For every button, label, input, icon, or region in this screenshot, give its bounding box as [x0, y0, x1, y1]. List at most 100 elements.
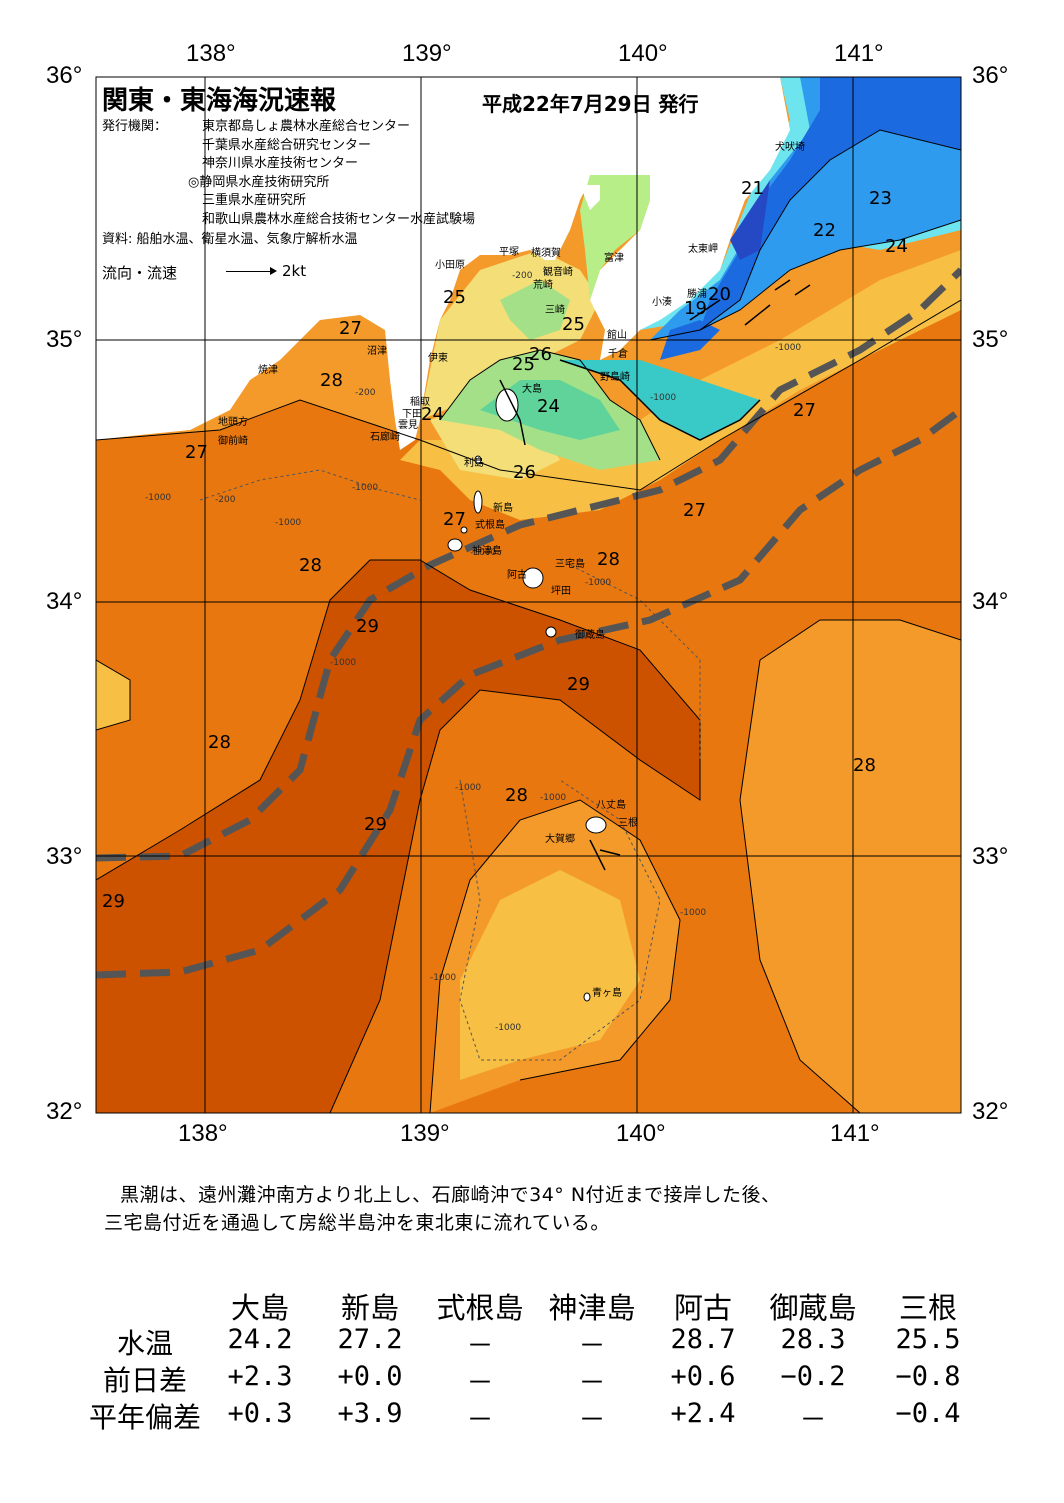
depth-label: -1000 [275, 518, 301, 528]
place-label: 雲見 [398, 419, 418, 431]
isotherm-label: 29 [364, 814, 387, 835]
place-label: 野島崎 [600, 370, 630, 383]
place-label: 太東岬 [688, 242, 718, 255]
place-label: 観音崎 [543, 265, 573, 278]
lat-label-left: 34° [46, 588, 83, 615]
depth-label: -200 [512, 271, 533, 281]
lon-label-bottom: 140° [616, 1120, 666, 1147]
place-label: 石廊崎 [370, 430, 400, 443]
table-cell: － [466, 1368, 494, 1399]
depth-label: -200 [215, 495, 236, 505]
isotherm-label: 25 [512, 354, 535, 375]
issuer-item: 和歌山県農林水産総合技術センター水産試験場 [202, 211, 476, 227]
isotherm-label: 19 [684, 298, 707, 319]
place-label: 小田原 [435, 259, 465, 271]
table-cell: 24.2 [227, 1324, 293, 1355]
depth-label: -1000 [775, 343, 801, 353]
table-cell: +0.0 [337, 1361, 403, 1392]
table-cell: － [578, 1368, 606, 1399]
lat-label-right: 34° [972, 588, 1009, 615]
place-label: 大島 [522, 382, 542, 395]
isotherm-label: 28 [853, 755, 876, 776]
place-label: 富津 [604, 251, 624, 264]
isotherm-label: 27 [683, 500, 706, 521]
place-label: 千倉 [608, 347, 628, 360]
flow-legend-arrow [226, 271, 274, 272]
depth-label: -1000 [330, 658, 356, 668]
place-label: 阿古 [507, 568, 527, 581]
issuer-list: 発行機関： 東京都島しょ農林水産総合センター 千葉県水産総合研究センター 神奈川県… [102, 118, 475, 229]
place-label: 三崎 [545, 303, 565, 316]
lon-label-bottom: 138° [178, 1120, 228, 1147]
place-label: 三宅島 [555, 557, 585, 570]
isotherm-label: 28 [299, 555, 322, 576]
issuer-label: 発行機関： [102, 119, 168, 134]
lat-label-left: 33° [46, 843, 83, 870]
isotherm-label: 22 [813, 220, 836, 241]
table-header: 神津島 [548, 1291, 636, 1325]
table-cell: － [466, 1405, 494, 1436]
place-label: 焼津 [258, 364, 278, 376]
isotherm-label: 26 [513, 462, 536, 483]
lat-label-right: 35° [972, 326, 1009, 353]
table-cell: −0.4 [895, 1398, 961, 1429]
table-cell: － [466, 1331, 494, 1362]
place-label: 三根 [618, 816, 638, 829]
place-label: 新島 [493, 501, 513, 514]
lon-label-top: 140° [618, 40, 668, 67]
depth-label: -1000 [680, 908, 706, 918]
table-cell: － [799, 1405, 827, 1436]
depth-label: -1000 [585, 578, 611, 588]
place-label: 神津島 [472, 544, 502, 557]
place-label: 八丈島 [596, 798, 626, 811]
issuer-item: ◎静岡県水産技術研究所 [188, 174, 330, 190]
isotherm-label: 26 [529, 344, 552, 365]
isotherm-label: 20 [708, 284, 731, 305]
flow-legend-unit: 2kt [282, 262, 307, 280]
depth-label: -1000 [455, 783, 481, 793]
table-cell: － [578, 1331, 606, 1362]
isotherm-label: 27 [443, 509, 466, 530]
place-label: 稲取 [410, 396, 430, 408]
lat-label-right: 32° [972, 1098, 1009, 1125]
data-source: 資料: 船舶水温、衛星水温、気象庁解析水温 [102, 232, 358, 247]
oshima-island [495, 388, 519, 422]
description-line2: 三宅島付近を通過して房総半島沖を東北東に流れている。 [104, 1212, 610, 1234]
isotherm-label: 28 [208, 732, 231, 753]
lon-label-top: 139° [402, 40, 452, 67]
table-header: 大島 [230, 1291, 289, 1325]
place-label: 荒崎 [533, 278, 553, 291]
lon-label-top: 138° [186, 40, 236, 67]
depth-label: -1000 [470, 548, 496, 558]
table-header: 新島 [340, 1291, 399, 1325]
table-cell: +0.3 [227, 1398, 293, 1429]
table-cell: 28.3 [780, 1324, 846, 1355]
place-label: 大賀郷 [545, 832, 575, 845]
depth-label: -1000 [352, 483, 378, 493]
lat-label-right: 33° [972, 843, 1009, 870]
table-header: 式根島 [436, 1291, 524, 1325]
row-label: 水温 [116, 1327, 173, 1360]
depth-label: -1000 [540, 793, 566, 803]
table-header: 阿古 [673, 1291, 732, 1325]
table-cell: +2.3 [227, 1361, 293, 1392]
isotherm-label: 25 [443, 287, 466, 308]
place-label: 御蔵島 [575, 628, 605, 641]
place-label: 地頭方 [218, 415, 248, 428]
lat-label-right: 36° [972, 62, 1009, 89]
description-line1: 黒潮は、遠州灘沖南方より北上し、石廊崎沖で34° N付近まで接岸した後、 [120, 1184, 781, 1206]
isotherm-label: 24 [421, 404, 444, 425]
lon-label-top: 141° [834, 40, 884, 67]
depth-label: -1000 [430, 973, 456, 983]
issuer-item: 千葉県水産総合研究センター [202, 137, 372, 153]
depth-label: -200 [355, 388, 376, 398]
lat-label-left: 35° [46, 326, 83, 353]
isotherm-label: 24 [537, 396, 560, 417]
depth-label: -1000 [495, 1023, 521, 1033]
table-cell: － [578, 1405, 606, 1436]
table-cell: +2.4 [670, 1398, 736, 1429]
row-label: 平年偏差 [88, 1401, 201, 1434]
place-label: 下田 [402, 409, 422, 420]
depth-label: -1000 [145, 493, 171, 503]
table-cell: 25.5 [895, 1324, 961, 1355]
